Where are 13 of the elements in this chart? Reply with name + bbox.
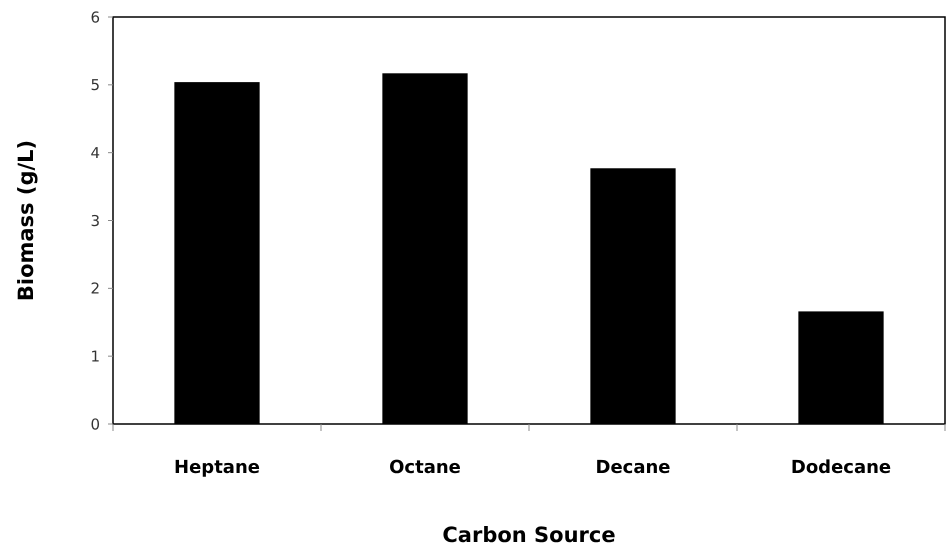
y-tick-label: 3 <box>90 212 100 230</box>
y-axis-title: Biomass (g/L) <box>14 140 38 302</box>
x-tick-label: Dodecane <box>790 457 892 478</box>
x-tick-label: Heptane <box>174 457 260 478</box>
y-tick-label: 6 <box>90 8 100 26</box>
y-tick-label: 4 <box>90 144 100 162</box>
x-tick-label: Decane <box>596 457 670 478</box>
y-tick-label: 1 <box>90 347 100 366</box>
y-tick-label: 5 <box>90 76 100 94</box>
y-tick-label: 0 <box>90 415 100 434</box>
x-tick-label: Octane <box>389 457 461 478</box>
y-tick-label: 2 <box>90 280 100 298</box>
x-axis-title: Carbon Source <box>442 523 616 547</box>
